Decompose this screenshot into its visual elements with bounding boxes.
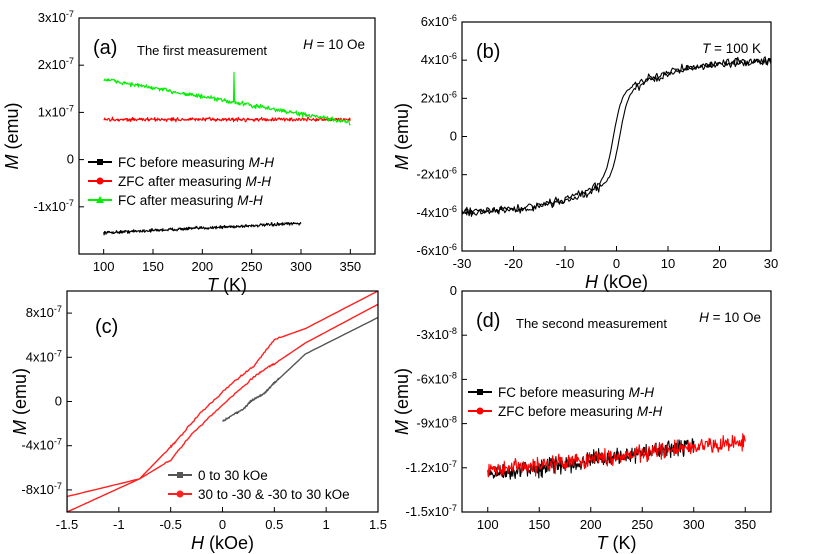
panel-d-legend-marker — [477, 389, 483, 395]
panel-c-xtick-label: 0 — [219, 517, 226, 532]
panel-b-letter: (b) — [476, 41, 500, 63]
panel-a-xlabel: T (K) — [207, 275, 247, 295]
panel-d-condition: H = 10 Oe — [699, 310, 761, 325]
panel-c-ytick-label: 0 — [55, 394, 62, 409]
panel-d-ytick-label: -3x10-8 — [416, 326, 457, 342]
panel-a-plot-area — [103, 71, 351, 236]
panel-c-xtick-label: 1 — [323, 517, 330, 532]
panel-c-xtick-label: -1 — [113, 517, 125, 532]
panel-c-legend-label: 0 to 30 kOe — [198, 468, 268, 483]
panel-a-series-2 — [103, 116, 351, 123]
panel-d-plot-area — [487, 433, 746, 480]
panel-c-plot-area — [67, 291, 378, 512]
panel-a-ylabel: M (emu) — [2, 102, 22, 169]
panel-a-letter: (a) — [93, 37, 117, 59]
panel-a-frame — [78, 17, 376, 255]
panel-b-xtick-label: -20 — [504, 256, 523, 271]
panel-b-ylabel: M (emu) — [392, 103, 412, 170]
panel-c-legend-marker — [176, 490, 184, 498]
panel-d-series-2 — [487, 433, 746, 478]
panel-c-letter: (c) — [95, 316, 118, 338]
panel-d-xlabel: T (K) — [597, 533, 637, 553]
panel-b-ytick-label: 4x10-6 — [421, 51, 457, 67]
panel-b-plot-area — [462, 56, 771, 217]
panel-c-xtick-label: -0.5 — [159, 517, 181, 532]
panel-b-xtick-label: 0 — [613, 256, 620, 271]
panel-a-ytick-label: 1x10-7 — [38, 103, 74, 119]
panel-a-xtick-label: 100 — [93, 259, 115, 274]
panel-a-legend-marker — [96, 196, 104, 203]
panel-b-ytick-label: -4x10-6 — [416, 204, 457, 220]
panel-a-series-3 — [103, 71, 351, 126]
panel-b-xtick-label: 20 — [712, 256, 726, 271]
panel-d-xtick-label: 300 — [683, 517, 705, 532]
panel-b-ytick-label: -2x10-6 — [416, 166, 457, 182]
panel-a-ytick-label: 3x10-7 — [38, 9, 74, 25]
panel-a-ytick-label: 0 — [67, 152, 74, 167]
panel-a-legend-label: FC after measuring M-H — [118, 193, 263, 208]
panel-b-ytick-label: 6x10-6 — [421, 13, 457, 29]
panel-d-ytick-label: -1.5x10-7 — [406, 503, 457, 519]
panel-d-annotation: The second measurement — [516, 316, 667, 331]
panel-d-xtick-label: 200 — [580, 517, 602, 532]
panel-a-series-1 — [103, 221, 302, 236]
panel-d-ytick-label: -9x10-8 — [416, 415, 457, 431]
panel-c-ytick-label: 8x10-7 — [26, 304, 62, 320]
panel-c-series-1 — [222, 316, 378, 422]
panel-d-legend-label: FC before measuring M-H — [498, 385, 654, 400]
panel-a-ytick-label: 2x10-7 — [38, 56, 74, 72]
panel-c-xlabel: H (kOe) — [191, 533, 254, 553]
panel-d-ylabel: M (emu) — [392, 368, 412, 435]
panel-c-xtick-label: 0.5 — [265, 517, 283, 532]
panel-c-ytick-label: 4x10-7 — [26, 348, 62, 364]
panel-b-frame — [461, 21, 772, 252]
panel-a-xtick-label: 350 — [339, 259, 361, 274]
panel-b-xtick-label: 30 — [764, 256, 778, 271]
panel-b-series-1 — [462, 56, 771, 217]
panel-d-ytick-label: -6x10-8 — [416, 370, 457, 386]
panel-d-xtick-label: 350 — [734, 517, 756, 532]
panel-b-ytick-label: -6x10-6 — [416, 242, 457, 258]
panel-b-xtick-label: -30 — [453, 256, 472, 271]
panel-a-condition: H = 10 Oe — [303, 37, 365, 52]
panel-c-legend-label: 30 to -30 & -30 to 30 kOe — [198, 487, 350, 502]
panel-a-legend-label: FC before measuring M-H — [118, 155, 274, 170]
panel-b-ytick-label: 2x10-6 — [421, 89, 457, 105]
panel-b-condition: T = 100 K — [702, 41, 761, 56]
panel-c-series-2 — [67, 291, 378, 512]
panel-d-legend-label: ZFC before measuring M-H — [498, 404, 663, 419]
panel-d-ytick-label: 0 — [450, 283, 457, 298]
panel-a-xtick-label: 300 — [290, 259, 312, 274]
panel-b-ytick-label: 0 — [450, 129, 457, 144]
panel-c-legend-marker — [177, 472, 183, 478]
panel-c-ytick-label: -4x10-7 — [21, 437, 62, 453]
panel-c-xtick-label: 1.5 — [369, 517, 387, 532]
panel-b-xlabel: H (kOe) — [585, 272, 648, 292]
panel-b-xtick-label: 10 — [661, 256, 675, 271]
panel-a-legend-marker — [97, 159, 103, 165]
panel-a-ytick-label: -1x10-7 — [33, 198, 74, 214]
panel-a-xtick-label: 250 — [241, 259, 263, 274]
panel-d-xtick-label: 250 — [631, 517, 653, 532]
panel-d-frame — [461, 290, 772, 513]
panel-a-legend-marker — [96, 177, 104, 185]
panel-c-ylabel: M (emu) — [10, 368, 30, 435]
panel-d-legend-marker — [476, 407, 484, 415]
panel-b-xtick-label: -10 — [556, 256, 575, 271]
panel-d-ytick-label: -1.2x10-7 — [406, 459, 457, 475]
panel-a-annotation: The first measurement — [137, 43, 267, 58]
panel-c-ytick-label: -8x10-7 — [21, 481, 62, 497]
panel-d-xtick-label: 100 — [477, 517, 499, 532]
panel-d-letter: (d) — [476, 310, 500, 332]
panel-c-xtick-label: -1.5 — [56, 517, 78, 532]
panel-a-xtick-label: 150 — [142, 259, 164, 274]
panel-a-legend-label: ZFC after measuring M-H — [118, 174, 271, 189]
panel-a-xtick-label: 200 — [191, 259, 213, 274]
panel-d-xtick-label: 150 — [528, 517, 550, 532]
